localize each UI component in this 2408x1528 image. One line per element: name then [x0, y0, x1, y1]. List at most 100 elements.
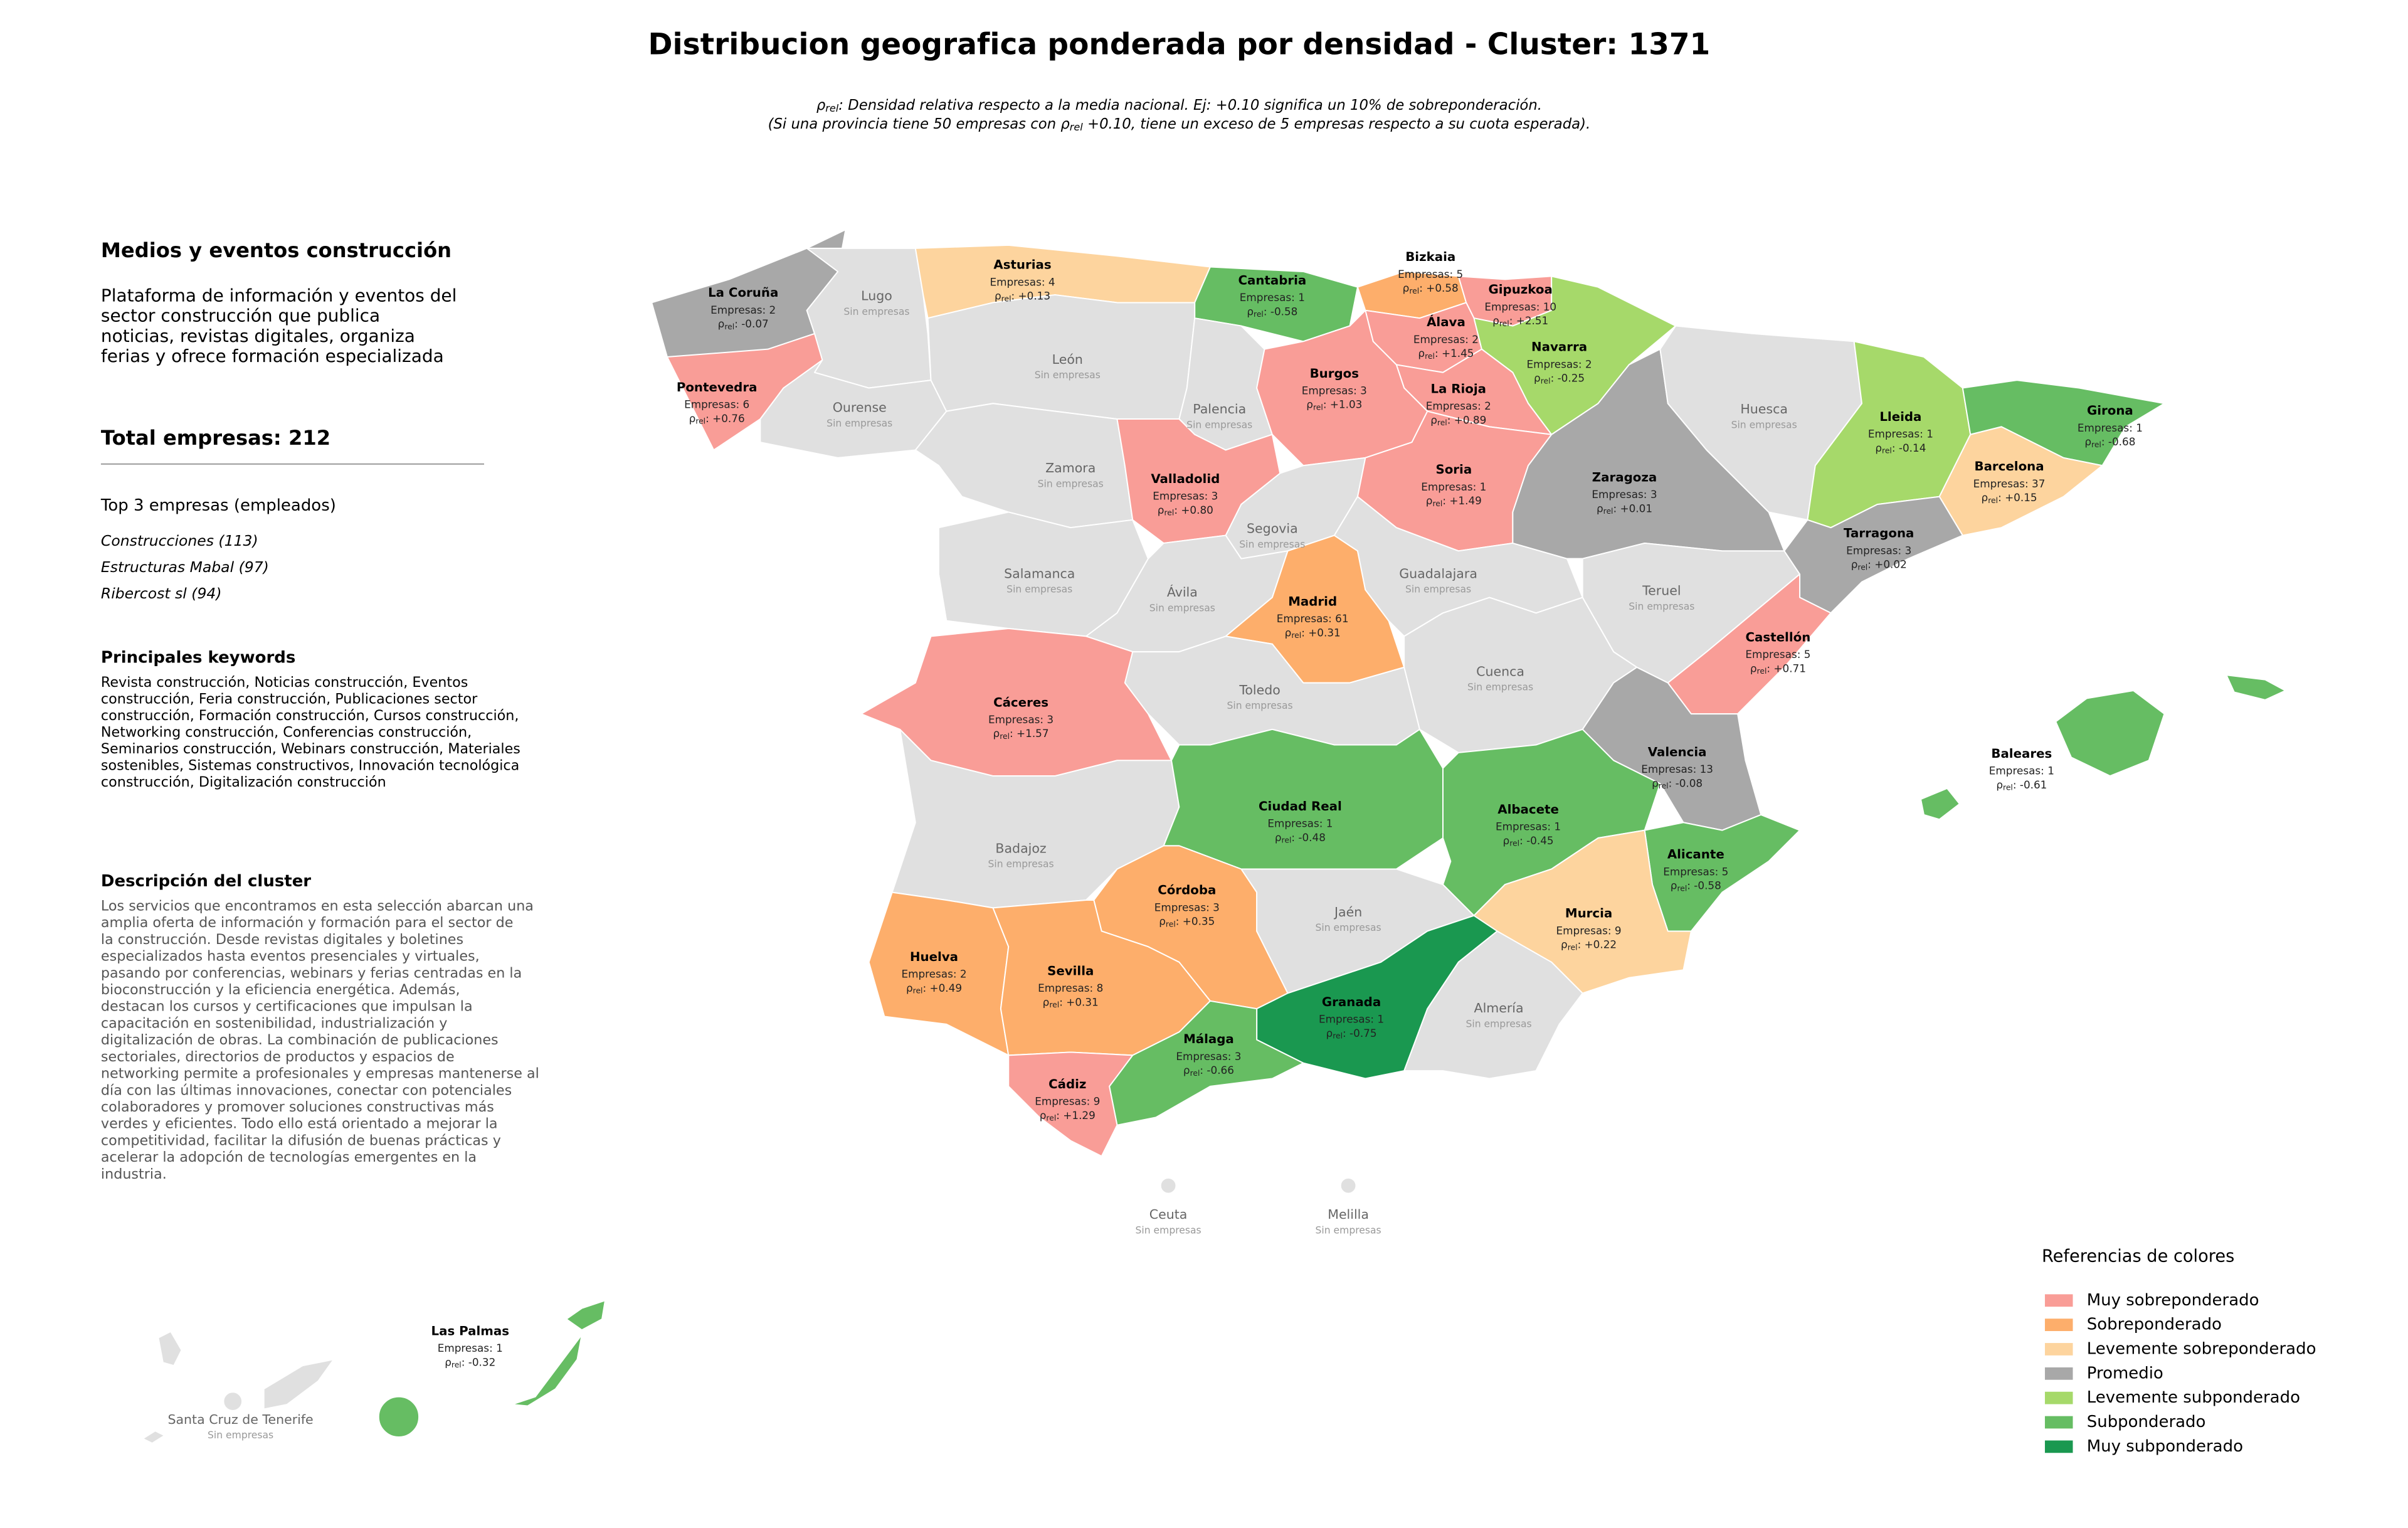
top-company: Construcciones (113)	[101, 532, 258, 549]
subtitle-segment: +0.10, tiene un exceso de 5 empresas res…	[1083, 115, 1590, 132]
province-name: Melilla	[1328, 1207, 1369, 1222]
province-companies: Empresas: 9	[1035, 1095, 1100, 1108]
density-subscript: rel	[1677, 884, 1687, 893]
province-companies: Sin empresas	[1227, 700, 1293, 711]
description-line: Plataforma de información y eventos del	[101, 285, 457, 306]
province-name: Almería	[1474, 1000, 1524, 1016]
province-companies: Sin empresas	[1316, 922, 1381, 933]
province-companies: Sin empresas	[1466, 1018, 1532, 1029]
province-name: Ciudad Real	[1259, 799, 1342, 814]
density-symbol: ρ	[1158, 504, 1164, 516]
province-companies: Empresas: 3	[1176, 1050, 1241, 1063]
province-name: Salamanca	[1004, 566, 1075, 581]
cluster-description-line: competitividad, facilitar la difusión de…	[101, 1132, 501, 1149]
province-density: ρrel: +1.29	[1040, 1109, 1096, 1122]
density-subscript: rel	[695, 416, 705, 425]
province-density: ρrel: -0.58	[1671, 879, 1721, 893]
province-density: ρrel: +0.35	[1159, 915, 1215, 928]
province-companies: Empresas: 5	[1398, 268, 1463, 280]
province-companies: Empresas: 3	[1154, 901, 1220, 913]
legend-swatch	[2044, 1294, 2073, 1307]
legend-swatch	[2044, 1367, 2073, 1380]
keywords-line: Revista construcción, Noticias construcc…	[101, 674, 468, 691]
province-companies: Empresas: 3	[1302, 384, 1367, 396]
province-density: ρrel: +1.45	[1418, 347, 1474, 360]
description-line: sector construcción que publica	[101, 305, 380, 326]
cluster-description-line: sectoriales, directorios de productos y …	[101, 1049, 455, 1065]
description-line: noticias, revistas digitales, organiza	[101, 326, 415, 346]
province-density: ρrel: -0.48	[1275, 831, 1326, 844]
province-density: ρrel: +0.80	[1158, 504, 1213, 517]
province-name: Badajoz	[995, 841, 1046, 856]
province-name: Pontevedra	[677, 380, 758, 395]
density-symbol: ρ	[1652, 777, 1659, 789]
province-shape	[914, 403, 1134, 529]
density-subscript: rel	[1190, 1068, 1200, 1077]
density-value: : +2.51	[1509, 314, 1549, 327]
density-value: : -0.07	[734, 317, 769, 330]
province-density: ρrel: +2.51	[1492, 314, 1548, 327]
sidebar: Medios y eventos construcción Total empr…	[100, 238, 539, 1182]
province-companies: Sin empresas	[1239, 539, 1305, 550]
legend-swatch	[2044, 1343, 2073, 1356]
subtitle-segment: rel	[1070, 120, 1084, 132]
province-density: ρrel: +0.76	[689, 412, 745, 425]
province-density: ρrel: -0.58	[1247, 305, 1297, 318]
province-companies: Empresas: 5	[1745, 648, 1810, 661]
province-density: ρrel: +1.49	[1426, 494, 1482, 507]
province-name: Álava	[1427, 315, 1465, 329]
province-name: La Coruña	[708, 285, 778, 300]
density-symbol: ρ	[1040, 1109, 1047, 1122]
density-subscript: rel	[1282, 836, 1292, 844]
province-companies: Empresas: 1	[1240, 291, 1305, 304]
density-subscript: rel	[724, 322, 734, 331]
density-value: : +1.49	[1442, 494, 1482, 507]
province-density: ρrel: +1.03	[1306, 398, 1362, 411]
province-density: ρrel: +0.31	[1285, 626, 1341, 639]
province-companies: Sin empresas	[208, 1430, 273, 1441]
province-companies: Empresas: 10	[1484, 300, 1556, 313]
province-density: ρrel: -0.14	[1875, 442, 1926, 455]
density-value: : -0.45	[1519, 834, 1554, 847]
density-value: : +0.01	[1613, 502, 1652, 515]
province-companies: Empresas: 4	[990, 275, 1055, 288]
province-name: Cáceres	[993, 695, 1048, 709]
cluster-description-line: destacan los cursos y certificaciones qu…	[101, 999, 473, 1015]
province-density: ρrel: +0.89	[1430, 413, 1486, 427]
density-subscript: rel	[1046, 1113, 1056, 1122]
density-subscript: rel	[2091, 440, 2101, 448]
province-companies: Empresas: 2	[901, 968, 966, 980]
province-name: Baleares	[1991, 746, 2052, 761]
cluster-description-line: pasando por conferencias, webinars y fer…	[101, 965, 522, 981]
density-subscript: rel	[1164, 508, 1174, 517]
province-companies: Empresas: 2	[1413, 333, 1479, 346]
province-name: Barcelona	[1974, 459, 2044, 474]
province-companies: Empresas: 1	[2078, 422, 2143, 434]
density-symbol: ρ	[1418, 347, 1425, 359]
density-subscript: rel	[1409, 286, 1419, 295]
density-symbol: ρ	[1275, 831, 1282, 844]
density-value: : +0.71	[1766, 662, 1806, 674]
density-subscript: rel	[1000, 731, 1010, 740]
top-company: Ribercost sl (94)	[101, 585, 222, 602]
province-name: Las Palmas	[431, 1324, 509, 1338]
province-companies: Sin empresas	[1629, 601, 1694, 612]
province-shape	[2055, 689, 2165, 777]
density-symbol: ρ	[1671, 879, 1677, 892]
cluster-description-line: día con las últimas innovaciones, conect…	[101, 1082, 512, 1098]
province-name: Toledo	[1238, 682, 1280, 698]
density-value: : +1.45	[1435, 347, 1474, 359]
province-name: Bizkaia	[1405, 250, 1455, 264]
density-value: : -0.66	[1200, 1064, 1234, 1076]
province-name: Ourense	[833, 400, 887, 415]
density-value: : -0.14	[1892, 442, 1926, 454]
density-value: : +1.03	[1323, 398, 1363, 411]
density-symbol: ρ	[993, 727, 1000, 740]
province-shape	[1163, 728, 1444, 870]
province-name: Valladolid	[1151, 472, 1220, 486]
province-name: Huesca	[1740, 401, 1788, 416]
keywords-line: construcción, Feria construcción, Public…	[101, 691, 478, 708]
province-companies: Sin empresas	[1316, 1224, 1381, 1236]
province-name: Huelva	[910, 950, 958, 964]
